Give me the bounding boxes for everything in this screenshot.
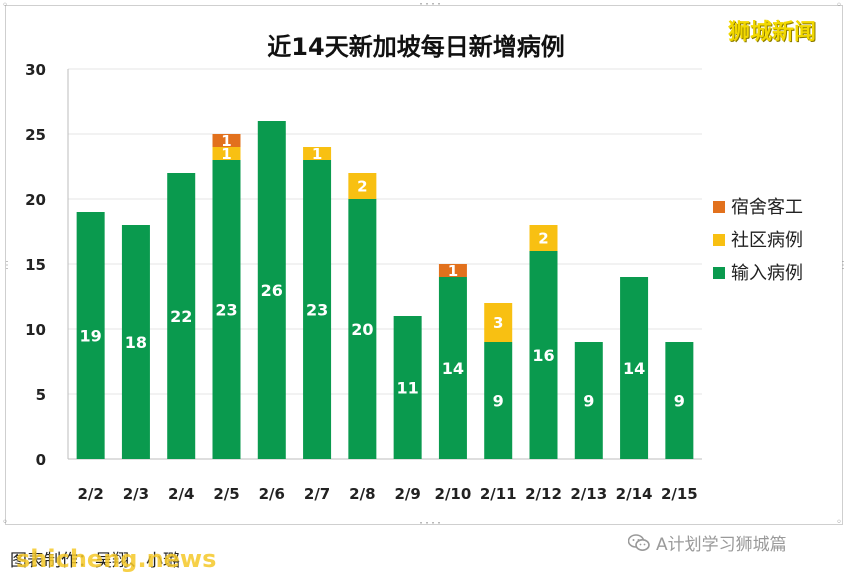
bar-segment xyxy=(167,173,196,459)
y-tick-label: 25 xyxy=(25,126,46,144)
legend-label: 社区病例 xyxy=(731,230,803,251)
bar-data-label: 1 xyxy=(221,132,231,150)
legend-label: 输入病例 xyxy=(731,263,803,284)
wechat-source: A计划学习狮城篇 xyxy=(628,530,787,555)
bar-data-label: 14 xyxy=(623,359,645,378)
frame-handle-top[interactable]: ···· xyxy=(418,0,443,10)
chart-title: 近14天新加坡每日新增病例 xyxy=(267,33,564,61)
bar-segment xyxy=(303,160,332,459)
bar-data-label: 1 xyxy=(448,262,458,280)
frame-handle-top-left[interactable]: ◦ xyxy=(2,0,9,11)
y-tick-label: 15 xyxy=(25,256,46,274)
bar-data-label: 3 xyxy=(493,314,503,332)
bar-segment xyxy=(484,342,513,459)
bar-segment xyxy=(393,316,422,459)
bar-segment xyxy=(348,173,377,199)
y-tick-label: 20 xyxy=(25,191,46,209)
y-tick-label: 0 xyxy=(36,451,46,469)
bar-data-label: 2 xyxy=(538,229,548,247)
x-tick-label: 2/5 xyxy=(213,485,239,503)
x-tick-label: 2/13 xyxy=(570,485,607,503)
bar-segment xyxy=(212,160,241,459)
bar-data-label: 26 xyxy=(261,281,283,300)
bar-data-label: 1 xyxy=(221,145,231,163)
x-tick-label: 2/6 xyxy=(259,485,285,503)
bar-segment xyxy=(257,121,286,459)
bar-data-label: 9 xyxy=(583,391,594,410)
bar-segment xyxy=(484,303,513,342)
bar-data-label: 1 xyxy=(312,145,322,163)
bar-segment xyxy=(212,134,241,147)
legend-swatch xyxy=(713,267,725,279)
bar-data-label: 9 xyxy=(674,391,685,410)
bar-segment xyxy=(303,147,332,160)
x-tick-label: 2/4 xyxy=(168,485,194,503)
frame-handle-left[interactable]: ⋮ xyxy=(2,260,12,271)
bar-data-label: 22 xyxy=(170,307,192,326)
bar-segment xyxy=(438,277,467,459)
y-tick-label: 10 xyxy=(25,321,46,339)
bar-data-label: 19 xyxy=(80,326,102,345)
bar-data-label: 20 xyxy=(351,320,373,339)
wechat-icon xyxy=(628,533,650,551)
bar-segment xyxy=(348,199,377,459)
bar-segment xyxy=(121,225,150,459)
legend-swatch xyxy=(713,201,725,213)
chart-credit: 图表制作：吴翔、小璐 xyxy=(10,551,180,571)
y-tick-label: 5 xyxy=(36,386,46,404)
bar-data-label: 23 xyxy=(215,300,237,319)
x-tick-label: 2/12 xyxy=(525,485,562,503)
bar-data-label: 11 xyxy=(397,378,419,397)
frame-handle-right[interactable]: ⋮ xyxy=(838,260,848,271)
frame-handle-top-right[interactable]: ◦ xyxy=(836,0,843,11)
frame-handle-bottom[interactable]: ···· xyxy=(418,518,443,529)
bar-data-label: 2 xyxy=(357,177,367,195)
bar-segment xyxy=(212,147,241,160)
legend-label: 宿舍客工 xyxy=(731,197,803,218)
bar-segment xyxy=(529,225,558,251)
brand-watermark: 狮城新闻 xyxy=(728,20,817,45)
x-tick-label: 2/3 xyxy=(123,485,149,503)
frame-handle-bottom-left[interactable]: ◦ xyxy=(2,517,9,528)
frame-handle-bottom-right[interactable]: ◦ xyxy=(836,517,843,528)
bar-data-label: 16 xyxy=(532,346,554,365)
bar-segment xyxy=(620,277,649,459)
legend-swatch xyxy=(713,234,725,246)
bar-segment xyxy=(574,342,603,459)
x-tick-label: 2/15 xyxy=(661,485,698,503)
bar-data-label: 23 xyxy=(306,300,328,319)
x-tick-label: 2/9 xyxy=(394,485,420,503)
bar-segment xyxy=(665,342,694,459)
x-tick-label: 2/14 xyxy=(616,485,653,503)
y-tick-label: 30 xyxy=(25,61,46,79)
bar-data-label: 14 xyxy=(442,359,464,378)
x-tick-label: 2/7 xyxy=(304,485,330,503)
site-watermark: shicheng.news xyxy=(16,545,217,573)
bar-data-label: 18 xyxy=(125,333,147,352)
x-tick-label: 2/2 xyxy=(77,485,103,503)
x-tick-label: 2/11 xyxy=(480,485,517,503)
x-tick-label: 2/8 xyxy=(349,485,375,503)
bar-segment xyxy=(438,264,467,277)
bar-segment xyxy=(529,251,558,459)
x-tick-label: 2/10 xyxy=(435,485,472,503)
source-account-name: A计划学习狮城篇 xyxy=(656,535,787,555)
bar-segment xyxy=(76,212,105,459)
bar-data-label: 9 xyxy=(493,391,504,410)
